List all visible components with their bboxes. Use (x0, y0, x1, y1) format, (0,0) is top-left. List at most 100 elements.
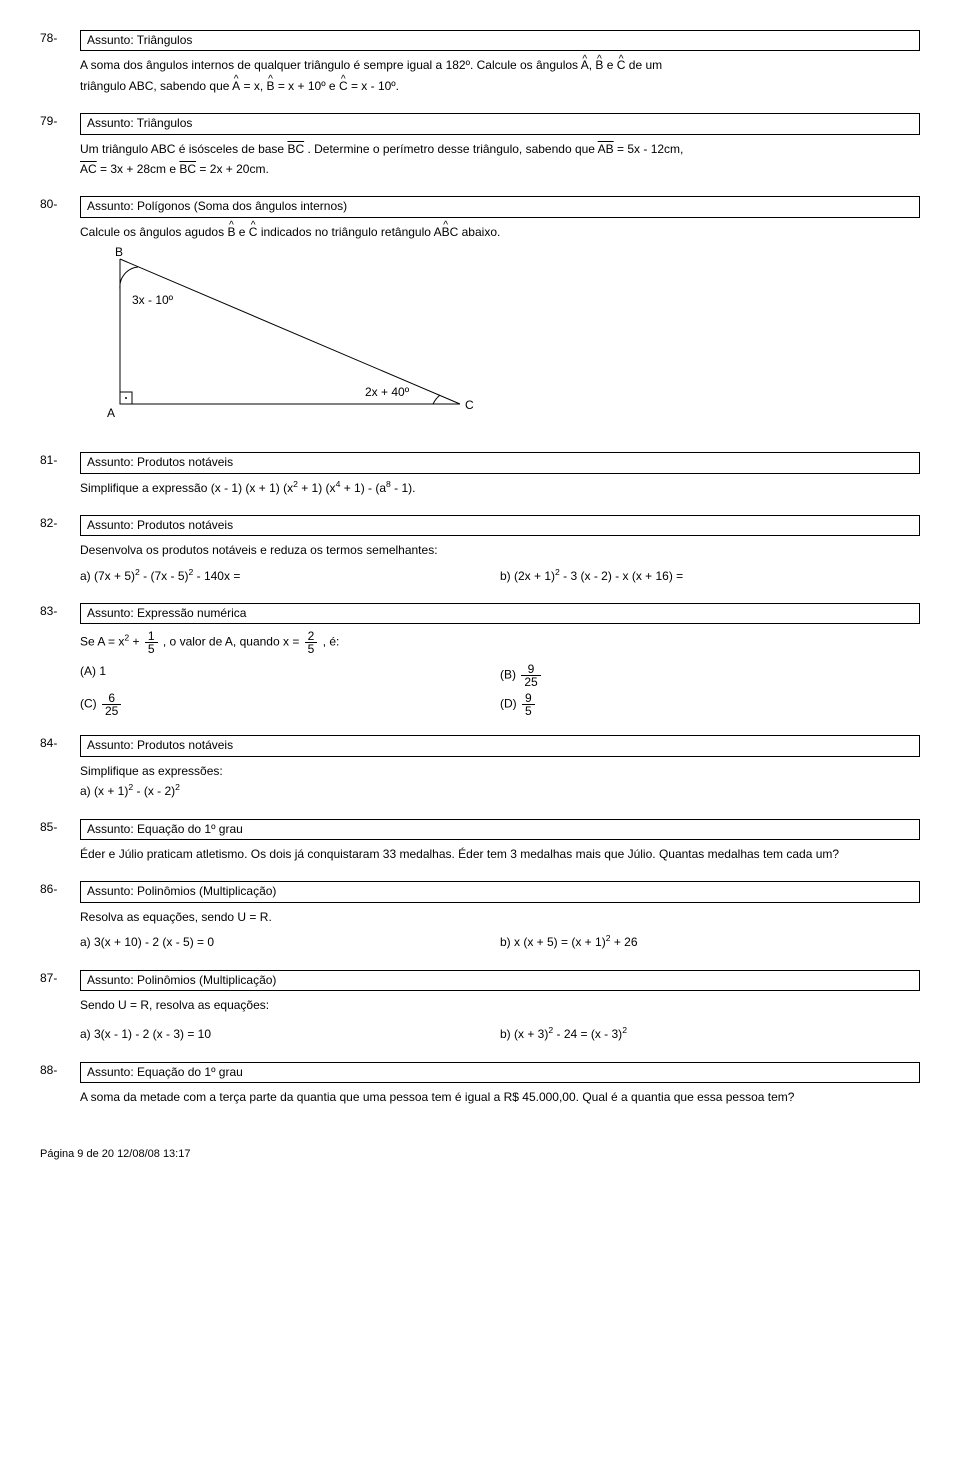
option-A: (A) 1 (80, 663, 500, 688)
assunto-box: Assunto: Polinômios (Multiplicação) (80, 970, 920, 991)
question-85: 85- Assunto: Equação do 1º grau Éder e J… (40, 819, 920, 864)
assunto-box: Assunto: Equação do 1º grau (80, 819, 920, 840)
q-number: 83- (40, 603, 80, 620)
segment-AB: AB (598, 142, 614, 156)
question-87: 87- Assunto: Polinômios (Multiplicação) … (40, 970, 920, 1044)
text: = x + 10º e (275, 79, 339, 93)
item-a: a) 3(x + 10) - 2 (x - 5) = 0 (80, 934, 500, 951)
text: (B) (500, 668, 519, 682)
fraction: 925 (521, 663, 540, 688)
text: = 2x + 20cm. (199, 162, 268, 176)
text: , é: (323, 635, 340, 649)
angle-B-hat: B (442, 225, 450, 239)
question-81: 81- Assunto: Produtos notáveis Simplifiq… (40, 452, 920, 497)
item-a: a) 3(x - 1) - 2 (x - 3) = 10 (80, 1026, 500, 1043)
item-b: b) (x + 3)2 - 24 = (x - 3)2 (500, 1026, 920, 1043)
angle-C-label: 2x + 40º (365, 385, 410, 399)
text: - (x - 2) (133, 784, 175, 798)
item-b: b) (2x + 1)2 - 3 (x - 2) - x (x + 16) = (500, 568, 920, 585)
text: + 26 (611, 935, 638, 949)
text: Calcule os ângulos agudos (80, 225, 227, 239)
text: Simplifique a expressão (x - 1) (x + 1) … (80, 481, 293, 495)
text: (D) (500, 697, 520, 711)
vertex-C: C (465, 398, 474, 412)
q-body: A soma da metade com a terça parte da qu… (80, 1089, 920, 1106)
assunto-box: Assunto: Equação do 1º grau (80, 1062, 920, 1083)
q-body: Calcule os ângulos agudos B e C indicado… (80, 224, 920, 434)
text: a) (x + 1) (80, 784, 128, 798)
denominator: 5 (145, 643, 158, 655)
text: = 5x - 12cm, (617, 142, 683, 156)
angle-A: A (232, 79, 240, 93)
text: , o valor de A, quando x = (163, 635, 303, 649)
options-row: a) 3(x + 10) - 2 (x - 5) = 0 b) x (x + 5… (80, 934, 920, 951)
q-number: 85- (40, 819, 80, 836)
assunto-box: Assunto: Produtos notáveis (80, 515, 920, 536)
text: + (129, 635, 143, 649)
item-a: a) (7x + 5)2 - (7x - 5)2 - 140x = (80, 568, 500, 585)
fraction: 95 (522, 692, 535, 717)
text: b) (x + 3) (500, 1027, 548, 1041)
q-number: 88- (40, 1062, 80, 1079)
question-82: 82- Assunto: Produtos notáveis Desenvolv… (40, 515, 920, 585)
vertex-A: A (107, 406, 115, 420)
q-body: Simplifique as expressões: a) (x + 1)2 -… (80, 763, 920, 801)
text: A soma da metade com a terça parte da qu… (80, 1089, 920, 1106)
options-row: a) 3(x - 1) - 2 (x - 3) = 10 b) (x + 3) 2… (80, 1026, 920, 1043)
text: b) x (x + 5) = (x + 1) (500, 935, 606, 949)
page-footer: Página 9 de 20 12/08/08 13:17 (40, 1147, 920, 1163)
question-79: 79- Assunto: Triângulos Um triângulo ABC… (40, 113, 920, 178)
fraction: 625 (102, 692, 121, 717)
text: e (603, 58, 616, 72)
options-row: a) (7x + 5)2 - (7x - 5)2 - 140x = b) (2x… (80, 568, 920, 585)
text: b) (2x + 1) (500, 569, 555, 583)
q-number: 81- (40, 452, 80, 469)
option-C: (C) 625 (80, 692, 500, 717)
q-body: Um triângulo ABC é isósceles de base BC … (80, 141, 920, 179)
q-body: Simplifique a expressão (x - 1) (x + 1) … (80, 480, 920, 497)
question-86: 86- Assunto: Polinômios (Multiplicação) … (40, 881, 920, 951)
fraction: 15 (145, 630, 158, 655)
q-number: 80- (40, 196, 80, 213)
angle-C: C (617, 58, 626, 72)
text: - 1). (391, 481, 416, 495)
assunto-box: Assunto: Polígonos (Soma dos ângulos int… (80, 196, 920, 217)
triangle-diagram: B A C 3x - 10º 2x + 40º (80, 244, 500, 434)
question-84: 84- Assunto: Produtos notáveis Simplifiq… (40, 735, 920, 800)
text: a) (7x + 5) (80, 569, 135, 583)
angle-C: C (249, 225, 258, 239)
options: (A) 1 (B) 925 (C) 625 (D) 95 (80, 663, 920, 717)
text: = x, (240, 79, 266, 93)
assunto-box: Assunto: Produtos notáveis (80, 735, 920, 756)
text: + 1) (x (298, 481, 336, 495)
q-number: 82- (40, 515, 80, 532)
text: Se A = x (80, 635, 124, 649)
question-78: 78- Assunto: Triângulos A soma dos ângul… (40, 30, 920, 95)
sup: 2 (175, 782, 180, 792)
angle-B: B (266, 79, 274, 93)
sup: 2 (622, 1025, 627, 1035)
text: Desenvolva os produtos notáveis e reduza… (80, 542, 920, 559)
text: = 3x + 28cm e (100, 162, 179, 176)
fraction: 25 (305, 630, 318, 655)
segment-AC: AC (80, 162, 97, 176)
assunto-box: Assunto: Produtos notáveis (80, 452, 920, 473)
text: A soma dos ângulos internos de qualquer … (80, 58, 581, 72)
q-body: Sendo U = R, resolva as equações: a) 3(x… (80, 997, 920, 1044)
text: (C) (80, 697, 100, 711)
question-83: 83- Assunto: Expressão numérica Se A = x… (40, 603, 920, 717)
q-number: 86- (40, 881, 80, 898)
vertex-B: B (115, 245, 123, 259)
text: e (235, 225, 248, 239)
question-88: 88- Assunto: Equação do 1º grau A soma d… (40, 1062, 920, 1107)
q-number: 84- (40, 735, 80, 752)
angle-A: A (581, 58, 589, 72)
text: C abaixo. (450, 225, 501, 239)
q-number: 87- (40, 970, 80, 987)
angle-C: C (339, 79, 348, 93)
segment-BC: BC (287, 142, 304, 156)
denominator: 25 (102, 705, 121, 717)
option-D: (D) 95 (500, 692, 920, 717)
angle-B-label: 3x - 10º (132, 293, 174, 307)
q-body: Resolva as equações, sendo U = R. a) 3(x… (80, 909, 920, 952)
